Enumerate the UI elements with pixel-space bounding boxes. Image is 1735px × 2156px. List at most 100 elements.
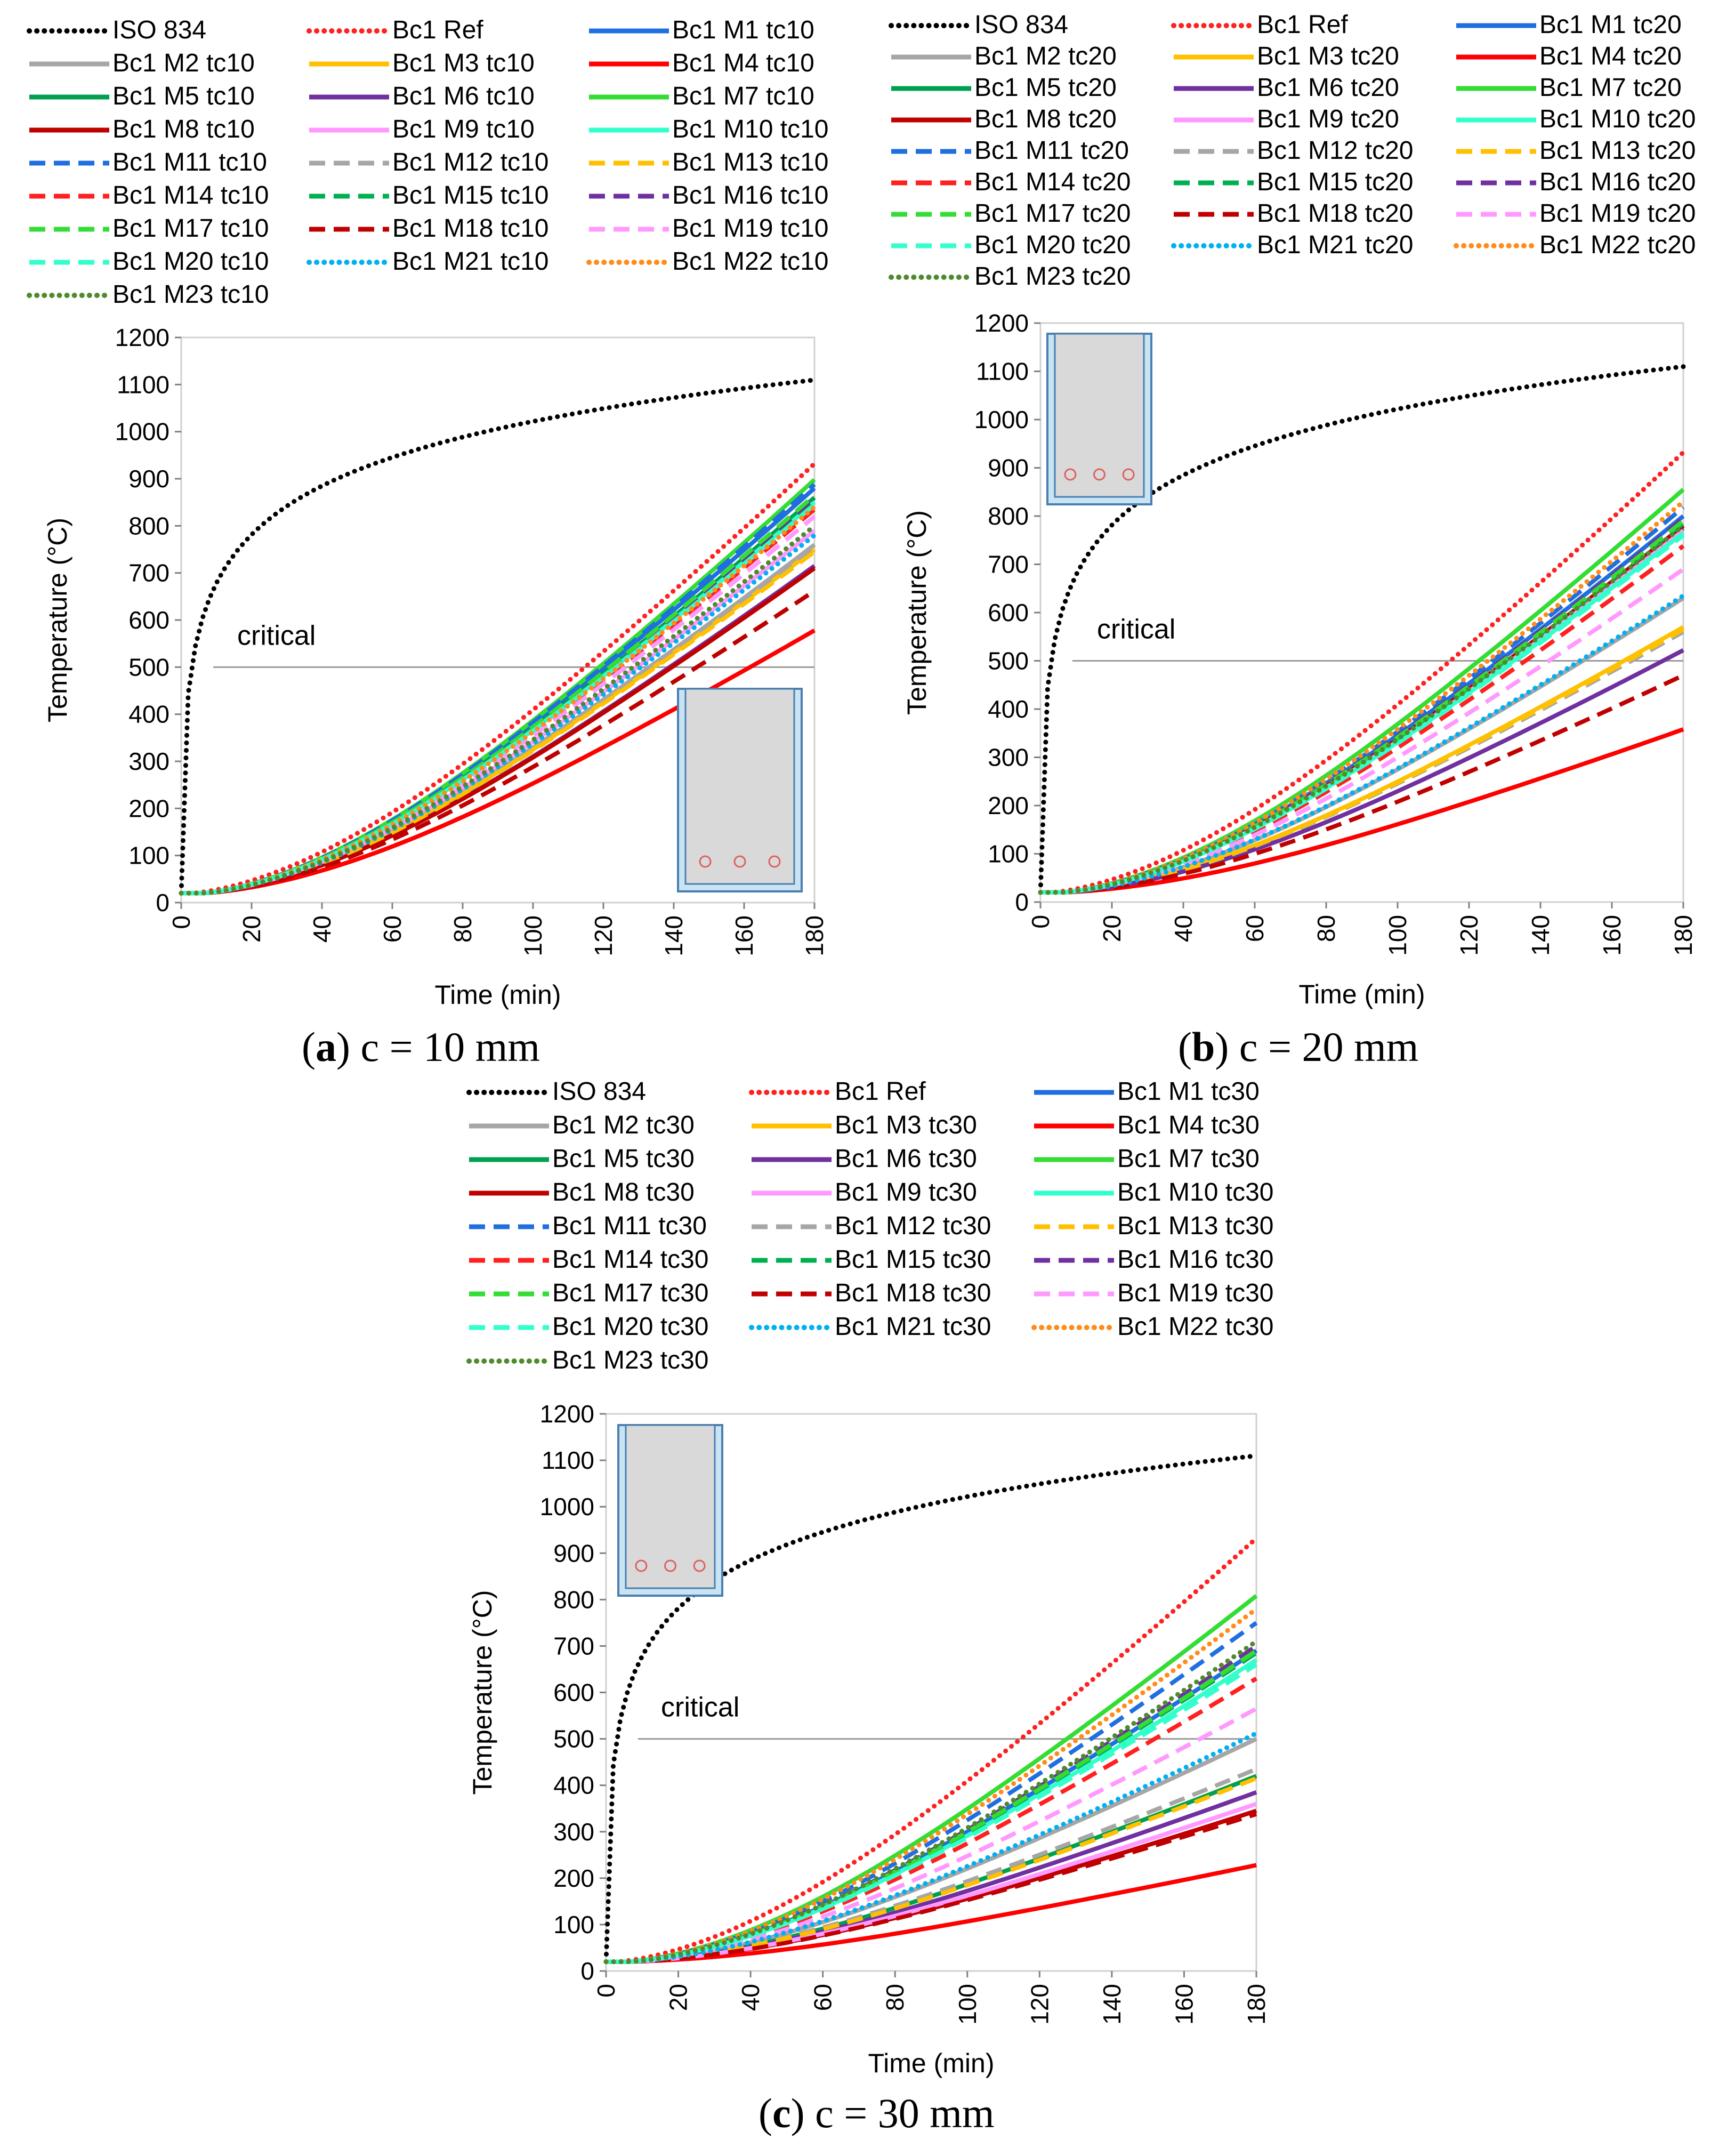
x-tick-label: 140 xyxy=(1098,1984,1126,2025)
x-tick-label: 0 xyxy=(167,915,195,929)
x-tick-label: 100 xyxy=(1384,915,1411,956)
y-tick-label: 500 xyxy=(128,653,170,681)
legend-label: Bc1 M16 tc20 xyxy=(1539,168,1696,196)
legend-label: Bc1 M21 tc30 xyxy=(835,1313,991,1341)
caption-paren-open: ( xyxy=(1178,1024,1192,1070)
y-tick-label: 600 xyxy=(988,599,1029,626)
y-tick-label: 500 xyxy=(553,1725,594,1753)
chart-panel-a: ISO 834 Bc1 Ref Bc1 M1 tc10 Bc1 M2 tc10 Bc1 … xyxy=(27,16,828,1070)
legend-label: Bc1 M23 tc30 xyxy=(552,1346,708,1374)
x-tick-label: 140 xyxy=(660,915,688,956)
x-tick-label: 80 xyxy=(881,1984,909,2011)
caption-letter: a xyxy=(316,1024,336,1070)
critical-label: critical xyxy=(1097,614,1175,645)
y-tick-label: 300 xyxy=(553,1818,594,1846)
legend: ISO 834 Bc1 Ref Bc1 M1 tc10 Bc1 M2 tc10 Bc1 … xyxy=(27,16,828,309)
caption-letter: b xyxy=(1192,1024,1215,1070)
legend-label: Bc1 M17 tc10 xyxy=(112,214,269,243)
legend-label: ISO 834 xyxy=(112,16,206,44)
x-tick-label: 40 xyxy=(737,1984,764,2011)
legend-label: Bc1 M14 tc30 xyxy=(552,1245,708,1274)
legend-label: Bc1 M22 tc20 xyxy=(1539,231,1696,259)
caption-text: c = 30 mm xyxy=(805,2090,995,2136)
y-tick-label: 1200 xyxy=(540,1400,594,1428)
series-line xyxy=(603,1535,1259,1965)
concrete-section xyxy=(1054,333,1145,498)
rebar-icon xyxy=(699,855,712,868)
y-tick-label: 800 xyxy=(988,502,1029,530)
series-line xyxy=(603,1606,1259,1965)
series-line xyxy=(1040,528,1685,895)
x-tick-label: 60 xyxy=(378,915,406,943)
y-tick-label: 900 xyxy=(128,465,170,493)
legend-label: Bc1 M1 tc20 xyxy=(1539,11,1682,39)
legend-label: Bc1 M7 tc20 xyxy=(1539,74,1682,102)
y-tick-label: 100 xyxy=(128,842,170,870)
legend-label: Bc1 M10 tc20 xyxy=(1539,105,1696,133)
legend-label: Bc1 M16 tc30 xyxy=(1117,1245,1273,1274)
legend-label: Bc1 Ref xyxy=(1257,11,1348,39)
y-tick-label: 900 xyxy=(553,1539,594,1567)
y-tick-label: 400 xyxy=(128,701,170,728)
x-axis-title: Time (min) xyxy=(434,980,561,1010)
legend-label: Bc1 M11 tc10 xyxy=(112,148,267,176)
legend-label: Bc1 M12 tc30 xyxy=(835,1212,991,1240)
series-group xyxy=(603,1453,1259,1965)
series-line xyxy=(603,1453,1259,1965)
x-tick-label: 0 xyxy=(592,1984,620,1998)
x-tick-label: 60 xyxy=(1241,915,1269,942)
legend-label: Bc1 M4 tc30 xyxy=(1117,1111,1260,1139)
legend-label: Bc1 M19 tc20 xyxy=(1539,199,1696,228)
y-tick-label: 0 xyxy=(580,1957,594,1985)
x-tick-label: 160 xyxy=(730,915,758,956)
legend-label: Bc1 Ref xyxy=(392,16,483,44)
y-tick-label: 200 xyxy=(988,792,1029,819)
y-tick-label: 200 xyxy=(553,1864,594,1892)
legend-label: Bc1 M5 tc10 xyxy=(112,82,255,110)
x-tick-label: 20 xyxy=(1098,915,1126,942)
legend-label: Bc1 M5 tc20 xyxy=(974,74,1117,102)
series-line xyxy=(179,523,817,896)
x-tick-label: 180 xyxy=(1242,1984,1270,2025)
y-tick-label: 700 xyxy=(128,559,170,587)
legend-label: Bc1 M17 tc20 xyxy=(974,199,1131,228)
legend: ISO 834 Bc1 Ref Bc1 M1 tc30 Bc1 M2 tc30 Bc1 … xyxy=(466,1077,1273,1374)
series-line xyxy=(603,1639,1259,1965)
x-tick-label: 100 xyxy=(519,915,547,956)
cross-section-inset xyxy=(1046,333,1152,505)
legend-label: Bc1 M2 tc10 xyxy=(112,49,255,77)
legend-label: Bc1 M6 tc20 xyxy=(1257,74,1399,102)
critical-label: critical xyxy=(237,620,316,651)
y-tick-label: 1000 xyxy=(540,1493,594,1521)
legend-label: Bc1 M19 tc10 xyxy=(672,214,828,243)
x-axis-title: Time (min) xyxy=(1298,979,1425,1009)
legend-label: Bc1 M5 tc30 xyxy=(552,1145,695,1173)
series-line xyxy=(603,1731,1259,1965)
series-line xyxy=(606,1776,1257,1964)
y-tick-label: 300 xyxy=(128,747,170,775)
y-tick-label: 1000 xyxy=(974,406,1029,433)
y-tick-label: 900 xyxy=(988,454,1029,482)
caption-text: c = 20 mm xyxy=(1229,1024,1418,1070)
y-tick-label: 700 xyxy=(553,1632,594,1660)
legend-label: Bc1 M22 tc10 xyxy=(672,247,828,276)
legend-label: Bc1 M10 tc30 xyxy=(1117,1178,1273,1206)
legend-label: Bc1 M2 tc30 xyxy=(552,1111,695,1139)
legend-label: Bc1 M3 tc30 xyxy=(835,1111,977,1139)
legend-label: Bc1 M15 tc10 xyxy=(392,181,548,210)
legend-label: Bc1 Ref xyxy=(835,1077,926,1106)
x-tick-label: 120 xyxy=(590,915,617,956)
series-line xyxy=(179,377,817,896)
legend-label: Bc1 M8 tc30 xyxy=(552,1178,695,1206)
legend-label: Bc1 M20 tc30 xyxy=(552,1313,708,1341)
y-tick-label: 400 xyxy=(988,695,1029,723)
legend-label: Bc1 M17 tc30 xyxy=(552,1279,708,1307)
legend-label: Bc1 M1 tc10 xyxy=(672,16,814,44)
y-axis-title: Temperature (°C) xyxy=(43,518,72,722)
caption-paren-close: ) xyxy=(336,1024,350,1070)
cross-section-inset xyxy=(677,688,803,892)
legend-label: Bc1 M20 tc10 xyxy=(112,247,269,276)
panel-caption: (c) c = 30 mm xyxy=(758,2090,995,2136)
y-axis-title: Temperature (°C) xyxy=(467,1590,497,1795)
legend-label: Bc1 M11 tc30 xyxy=(552,1212,707,1240)
